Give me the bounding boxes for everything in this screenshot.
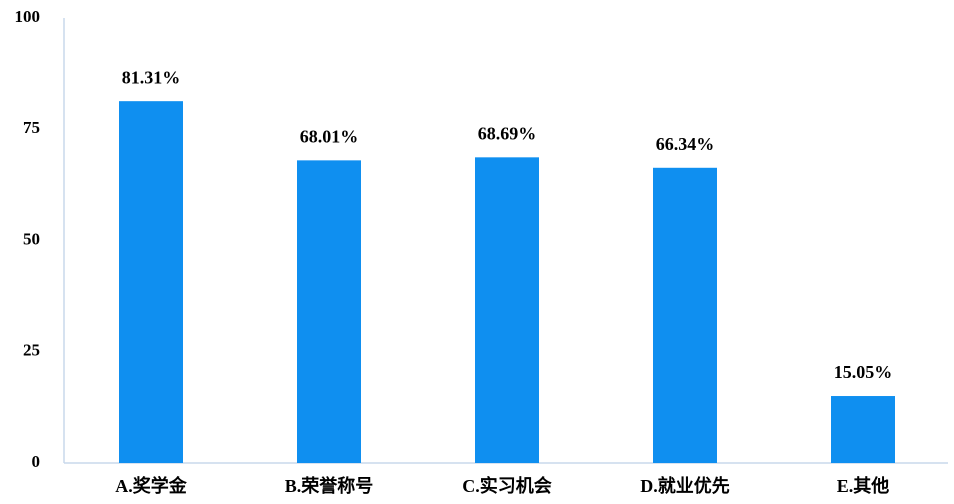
y-tick-label: 0 bbox=[32, 452, 41, 471]
x-tick-label: D.就业优先 bbox=[640, 475, 730, 496]
value-label: 66.34% bbox=[656, 134, 715, 154]
value-label: 68.69% bbox=[478, 123, 537, 143]
y-tick-label: 50 bbox=[23, 229, 40, 248]
bar bbox=[297, 160, 361, 463]
x-tick-label: E.其他 bbox=[837, 475, 890, 496]
y-tick-label: 75 bbox=[23, 118, 40, 137]
bar bbox=[653, 167, 717, 464]
y-tick-label: 100 bbox=[15, 7, 41, 26]
x-tick-label: A.奖学金 bbox=[115, 475, 187, 496]
bar bbox=[475, 157, 539, 463]
value-label: 81.31% bbox=[122, 67, 181, 87]
value-label: 15.05% bbox=[834, 362, 893, 382]
bar bbox=[831, 396, 895, 463]
x-tick-label: C.实习机会 bbox=[462, 475, 552, 496]
bar bbox=[119, 101, 183, 463]
value-label: 68.01% bbox=[300, 126, 359, 146]
x-tick-label: B.荣誉称号 bbox=[285, 475, 374, 496]
y-tick-label: 25 bbox=[23, 341, 40, 360]
